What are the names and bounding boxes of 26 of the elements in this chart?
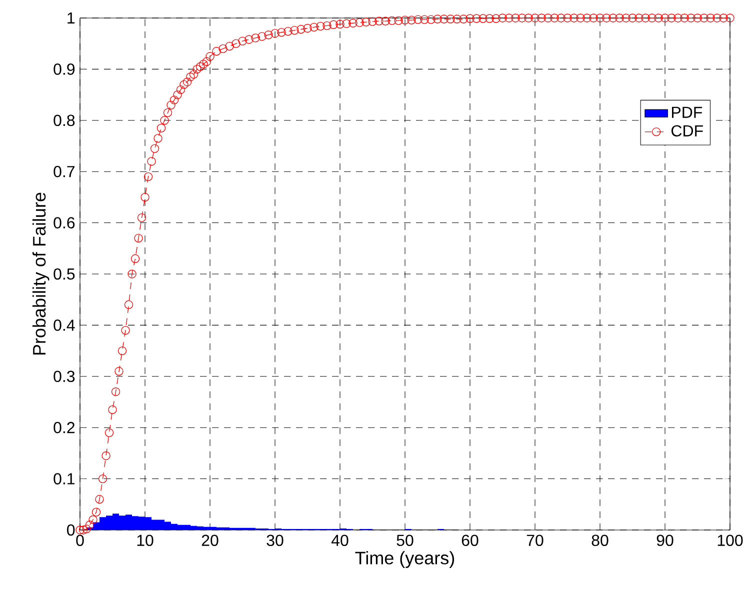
x-tick-label: 90 bbox=[656, 534, 674, 546]
y-tick-label: 0.6 bbox=[54, 217, 75, 228]
y-tick-label: 1 bbox=[68, 12, 75, 24]
y-tick-label: 0 bbox=[67, 524, 75, 536]
y-tick-label: 0.8 bbox=[54, 114, 75, 126]
x-tick-label: 60 bbox=[462, 534, 478, 546]
y-tick-label: 0.2 bbox=[54, 422, 74, 434]
x-tick-label: 10 bbox=[137, 534, 154, 546]
x-tick-label: 30 bbox=[266, 534, 284, 546]
x-tick-label: 50 bbox=[396, 534, 414, 546]
legend-label: CDF bbox=[672, 125, 703, 137]
y-tick-label: 0.5 bbox=[54, 268, 75, 280]
y-tick-label: 0.7 bbox=[54, 166, 74, 178]
x-tick-label: 80 bbox=[592, 534, 608, 546]
x-tick-label: 20 bbox=[202, 534, 218, 546]
y-tick-label: 0.3 bbox=[54, 370, 75, 382]
x-axis-title: Time (years) bbox=[355, 551, 454, 568]
x-tick-label: 70 bbox=[526, 534, 544, 546]
y-tick-label: 0.1 bbox=[54, 473, 75, 484]
y-tick-label: 0.4 bbox=[54, 320, 75, 331]
y-axis-title: Probability of Failure bbox=[32, 192, 50, 355]
y-tick-label: 0.9 bbox=[54, 64, 75, 75]
legend-label: PDF bbox=[672, 106, 702, 118]
x-tick-label: 100 bbox=[718, 534, 743, 546]
x-tick-label: 40 bbox=[331, 534, 348, 546]
x-tick-label: 0 bbox=[76, 534, 84, 546]
